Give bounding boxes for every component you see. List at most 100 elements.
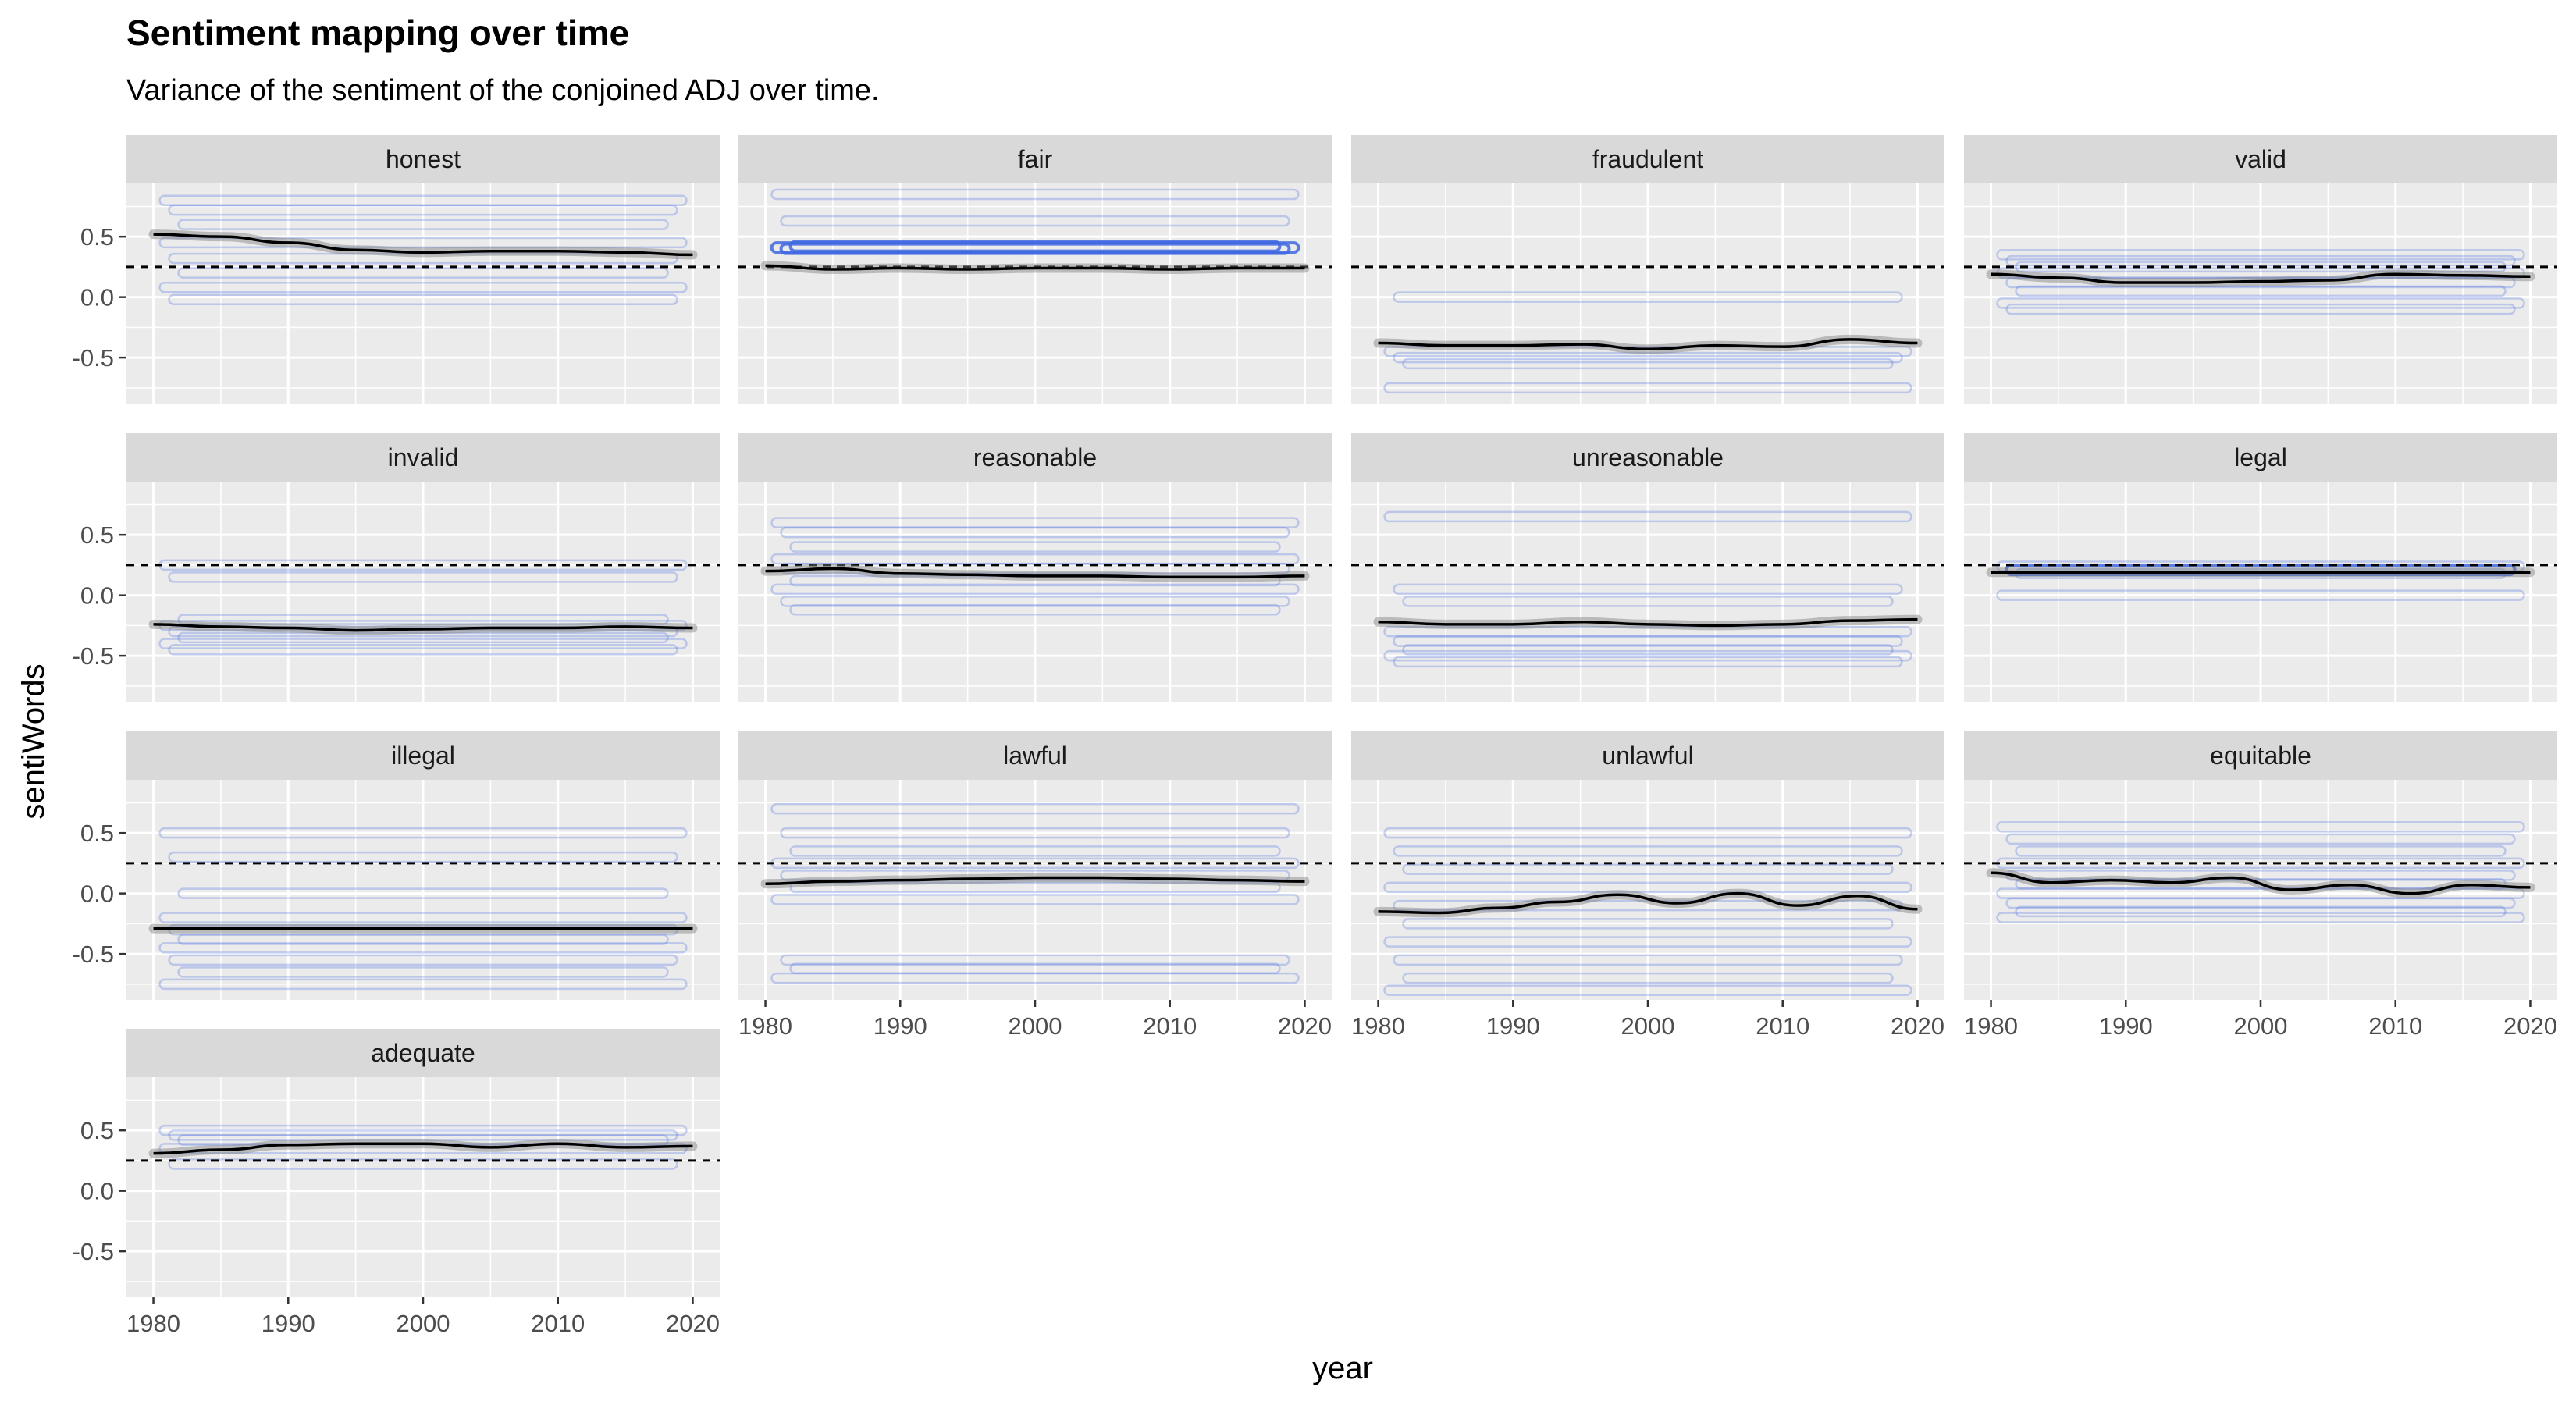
density-contour (780, 827, 1290, 839)
density-contour (2015, 905, 2507, 918)
density-contours (1383, 827, 1912, 996)
smooth-line-reasonable (765, 567, 1305, 579)
density-contour (2015, 878, 2507, 890)
density-contour (1402, 972, 1894, 984)
facet-panel-honest: honest -0.5 0.0 0.5 (73, 135, 720, 404)
facet-strip-label: valid (2235, 145, 2286, 173)
facet-strip (126, 731, 720, 780)
density-contour (1402, 918, 1894, 930)
x-tick-label: 1990 (873, 1012, 927, 1040)
density-contours (1996, 821, 2525, 923)
density-contour (1402, 644, 1894, 656)
facet-panel-lawful: lawful 1980 1990 2000 2010 2020 (738, 731, 1332, 1040)
density-contour (770, 894, 1300, 905)
density-contour (770, 583, 1300, 596)
x-tick-label: 2020 (666, 1310, 720, 1337)
density-contour (780, 954, 1290, 966)
density-contour (1393, 845, 1903, 857)
density-contour (1996, 821, 2525, 833)
density-contour (770, 802, 1300, 815)
density-contour (177, 219, 669, 230)
smooth-line-unlawful (1378, 891, 1918, 915)
density-contour (780, 526, 1290, 539)
density-contour (770, 553, 1300, 565)
density-contour (168, 954, 678, 966)
density-contour (2005, 303, 2516, 315)
x-tick-label: 1990 (1486, 1012, 1540, 1040)
density-contour (789, 541, 1281, 553)
density-contour (158, 1124, 688, 1136)
facet-panel-invalid: invalid -0.5 0.0 0.5 (73, 433, 720, 702)
density-contour (158, 638, 688, 649)
density-contour (1383, 827, 1912, 839)
facet-panel-fraudulent: fraudulent (1351, 135, 1944, 404)
facet-strip-label: honest (386, 145, 461, 173)
y-tick-label: 0.5 (80, 223, 114, 251)
x-tick-label: 1980 (1964, 1012, 2018, 1040)
smooth-line-fraudulent (1378, 338, 1918, 351)
facet-panel-legal: legal (1964, 433, 2557, 702)
x-tick-label: 1990 (262, 1310, 315, 1337)
density-contour (780, 596, 1290, 607)
density-contour (1393, 656, 1903, 668)
density-contour (1393, 954, 1903, 966)
density-contour (158, 194, 688, 206)
density-contour (780, 870, 1290, 881)
x-tick-label: 1980 (1351, 1012, 1405, 1040)
density-contours (1383, 291, 1912, 394)
facet-strip (1351, 135, 1944, 183)
density-contours (158, 827, 688, 991)
density-contour (1996, 887, 2525, 899)
density-contour (2015, 285, 2507, 297)
density-contour (1996, 589, 2525, 601)
facet-strip-label: lawful (1003, 742, 1067, 770)
facet-panel-equitable: equitable 1980 1990 2000 2010 2020 (1964, 731, 2557, 1040)
density-contour (789, 845, 1281, 857)
density-contour (2005, 833, 2516, 845)
density-contour (1383, 382, 1912, 394)
density-contour (168, 204, 678, 216)
density-contour (779, 242, 1291, 255)
density-contour (789, 881, 1281, 894)
x-tick-label: 1990 (2099, 1012, 2153, 1040)
x-tick-label: 1980 (126, 1310, 180, 1337)
facet-panel-reasonable: reasonable (738, 433, 1332, 702)
smooth-line-fair (765, 264, 1305, 271)
facet-panel-adequate: adequate -0.5 0.0 0.5 1980 1990 2000 2010 2020 (73, 1029, 720, 1337)
x-tick-label: 2010 (1756, 1012, 1809, 1040)
density-contour (770, 517, 1300, 528)
density-contour (2015, 845, 2507, 857)
density-contour (1996, 297, 2525, 309)
x-tick-label: 2020 (2503, 1012, 2557, 1040)
facet-strip-label: unlawful (1602, 742, 1693, 770)
facet-strip (126, 433, 720, 482)
density-contour (1383, 625, 1912, 638)
facet-panel-valid: valid (1964, 135, 2557, 404)
x-tick-label: 2000 (2234, 1012, 2288, 1040)
y-tick-label: -0.5 (73, 344, 114, 372)
facet-strip (1964, 433, 2557, 482)
density-contour (158, 912, 688, 923)
density-contour (168, 851, 678, 863)
chart-title: Sentiment mapping over time (126, 12, 629, 53)
facet-panel-fair: fair (738, 135, 1332, 404)
density-contour (1393, 635, 1903, 647)
density-contour (168, 625, 678, 638)
facet-strip-label: fair (1018, 145, 1053, 173)
density-contour (1383, 936, 1912, 948)
density-contour (168, 1129, 678, 1141)
smooth-line-invalid (153, 623, 693, 632)
density-contour (1393, 291, 1903, 303)
density-contour (1402, 357, 1894, 370)
density-contour (789, 603, 1281, 616)
facet-strip (126, 135, 720, 183)
density-contour (2005, 276, 2516, 289)
facet-strip-label: fraudulent (1592, 145, 1703, 173)
facet-strip-label: adequate (371, 1039, 475, 1067)
facet-strip (126, 1029, 720, 1077)
facet-panel-unreasonable: unreasonable (1351, 433, 1944, 702)
density-contour (158, 282, 688, 293)
smooth-line-honest (153, 233, 693, 257)
smooth-line-equitable (1991, 871, 2531, 895)
facet-strip (738, 731, 1332, 780)
